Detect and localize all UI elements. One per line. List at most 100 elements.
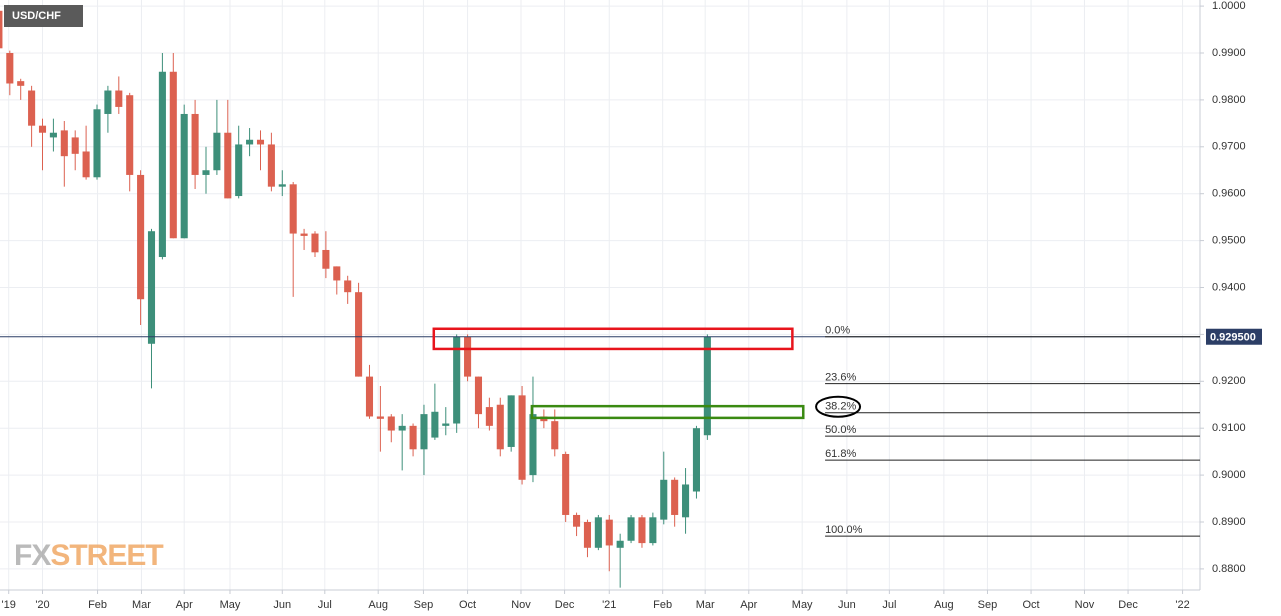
candle-body bbox=[322, 249, 330, 269]
x-tick-label: Dec bbox=[1118, 599, 1138, 611]
candle-body bbox=[638, 517, 646, 544]
x-tick-label: Sep bbox=[978, 599, 998, 611]
x-tick-label: Apr bbox=[740, 599, 757, 611]
candle-body bbox=[137, 174, 145, 300]
candle-body bbox=[453, 336, 461, 424]
candle-body bbox=[616, 540, 624, 548]
candle-body bbox=[311, 233, 319, 253]
candle-body bbox=[692, 428, 700, 492]
watermark: FXSTREET bbox=[14, 539, 163, 572]
x-tick-label: Aug bbox=[368, 599, 388, 611]
y-tick-label: 0.9800 bbox=[1212, 94, 1246, 106]
x-tick-label: Apr bbox=[176, 599, 193, 611]
x-tick-label: Mar bbox=[132, 599, 151, 611]
candle-body bbox=[202, 170, 210, 175]
candle-body bbox=[17, 81, 25, 86]
candle-body bbox=[518, 395, 526, 480]
y-tick-label: 0.8900 bbox=[1212, 516, 1246, 528]
candle-body bbox=[246, 139, 254, 145]
candle-body bbox=[126, 95, 134, 175]
last-price-label: 0.929500 bbox=[1210, 332, 1256, 344]
candle-body bbox=[627, 517, 635, 541]
candle-body bbox=[158, 71, 166, 258]
zone-box bbox=[530, 404, 805, 420]
candle-body bbox=[485, 407, 493, 426]
candle-body bbox=[256, 139, 265, 145]
candle-body bbox=[289, 184, 297, 234]
y-tick-label: 0.9700 bbox=[1212, 141, 1246, 153]
fib-highlight bbox=[815, 395, 862, 418]
candle-body bbox=[398, 425, 406, 431]
fib-label: 23.6% bbox=[825, 372, 856, 384]
candle-body bbox=[649, 517, 657, 544]
watermark-left: FX bbox=[14, 539, 51, 572]
candle-body bbox=[6, 52, 14, 84]
x-tick-label: Jun bbox=[838, 599, 856, 611]
x-tick-label: '19 bbox=[2, 599, 16, 611]
candle-body bbox=[464, 336, 472, 377]
x-tick-label: '20 bbox=[35, 599, 49, 611]
plot bbox=[0, 10, 711, 588]
y-tick-label: 0.9200 bbox=[1212, 375, 1246, 387]
watermark-right: STREET bbox=[50, 539, 163, 572]
y-tick-label: 1.0000 bbox=[1212, 0, 1246, 12]
x-tick-label: Aug bbox=[934, 599, 954, 611]
last-price-tag bbox=[1206, 328, 1262, 345]
candle-body bbox=[573, 514, 581, 527]
candle-body bbox=[365, 376, 374, 417]
candle-body bbox=[420, 414, 428, 450]
candle-body bbox=[344, 280, 352, 293]
x-tick-label: Feb bbox=[653, 599, 672, 611]
x-tick-label: Jun bbox=[273, 599, 291, 611]
x-tick-label: Nov bbox=[511, 599, 531, 611]
x-tick-label: '22 bbox=[1175, 599, 1189, 611]
candle-body bbox=[703, 336, 711, 436]
candle-body bbox=[180, 113, 188, 239]
fib-label: 0.0% bbox=[825, 325, 850, 337]
candle-body bbox=[235, 144, 243, 197]
x-tick-label: Mar bbox=[696, 599, 715, 611]
candle-body bbox=[594, 517, 602, 548]
x-tick-label: Dec bbox=[555, 599, 575, 611]
y-tick-label: 0.9500 bbox=[1212, 235, 1246, 247]
candle-body bbox=[409, 425, 417, 450]
chart-title: USD/CHF bbox=[12, 10, 61, 22]
candle-body bbox=[0, 10, 3, 49]
x-tick-label: '21 bbox=[602, 599, 616, 611]
candle-body bbox=[213, 132, 221, 171]
candle-body bbox=[71, 137, 79, 154]
candle-body bbox=[605, 519, 613, 546]
candle-body bbox=[169, 71, 177, 239]
candle-body bbox=[431, 411, 439, 438]
candle-body bbox=[660, 479, 668, 520]
fib-label: 38.2% bbox=[825, 401, 856, 413]
y-tick-label: 0.9100 bbox=[1212, 422, 1246, 434]
y-tick-label: 0.9000 bbox=[1212, 469, 1246, 481]
candle-body bbox=[496, 404, 504, 450]
fib-label: 100.0% bbox=[825, 524, 863, 536]
candle-body bbox=[529, 414, 537, 476]
candle-body bbox=[49, 132, 57, 138]
candle-body bbox=[224, 132, 232, 199]
x-tick-label: Jul bbox=[882, 599, 896, 611]
candle-body bbox=[671, 479, 679, 515]
candle-body bbox=[191, 113, 199, 175]
title-box bbox=[4, 5, 83, 27]
candle-body bbox=[551, 421, 559, 450]
y-tick-label: 0.8800 bbox=[1212, 563, 1246, 575]
fib-label: 61.8% bbox=[825, 448, 856, 460]
candle-body bbox=[474, 376, 483, 415]
x-tick-label: Jul bbox=[318, 599, 332, 611]
candle-body bbox=[562, 453, 570, 515]
x-tick-label: Sep bbox=[414, 599, 434, 611]
x-tick-label: Nov bbox=[1075, 599, 1095, 611]
fib-label: 50.0% bbox=[825, 424, 856, 436]
candle-body bbox=[38, 125, 47, 133]
candle-body bbox=[82, 151, 90, 178]
candle-body bbox=[376, 416, 384, 419]
zone-box bbox=[432, 327, 794, 351]
candle-body bbox=[583, 521, 592, 548]
